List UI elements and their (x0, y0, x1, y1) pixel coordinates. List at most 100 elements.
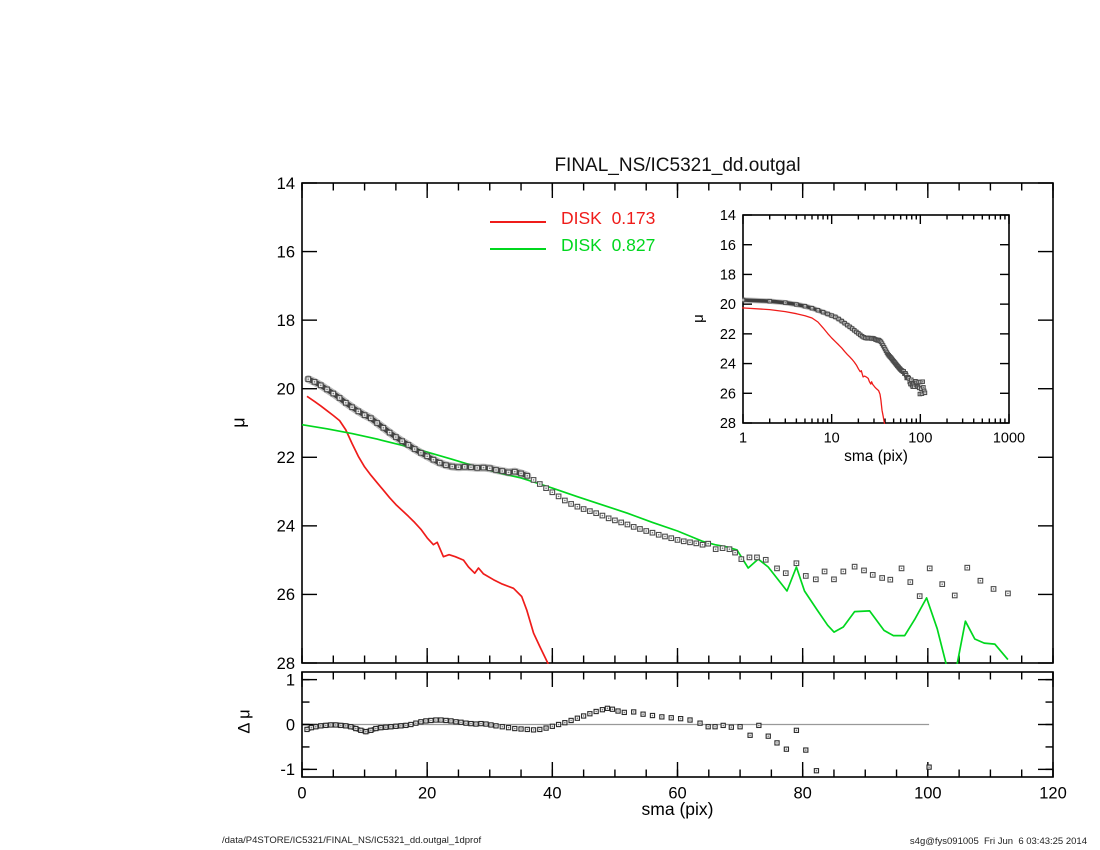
data-point-dot (582, 508, 585, 510)
data-point-dot (815, 769, 818, 772)
data-point-dot (707, 542, 709, 545)
data-point-dot (632, 711, 635, 713)
data-point-dot (642, 713, 644, 715)
data-point-dot (992, 588, 995, 590)
inset-log-tick-labels: 14 16 18 20 22 24 26 281 10 100 1000 (720, 208, 1025, 446)
data-point-dot (475, 723, 477, 725)
y-tick-label: -1 (280, 761, 295, 779)
data-point-dot (623, 711, 626, 714)
data-point-dot (707, 725, 709, 728)
data-point-dot (811, 307, 813, 309)
y-tick-label: 16 (277, 243, 295, 261)
data-point-dot (532, 479, 535, 481)
data-point-dot (340, 724, 342, 727)
legend-label-disk1: DISK 0.173 (561, 208, 656, 228)
data-point-dot (457, 466, 460, 469)
data-point-dot (924, 392, 926, 394)
data-point-dot (689, 541, 691, 544)
data-point-dot (360, 729, 362, 732)
data-point-dot (426, 455, 428, 458)
data-point-dot (539, 483, 541, 485)
data-point-dot (601, 514, 604, 517)
data-point-dot (921, 392, 923, 395)
data-point-dot (470, 466, 472, 469)
data-point-dot (564, 721, 566, 724)
data-point-dot (326, 388, 328, 391)
data-point-dot (306, 728, 308, 731)
data-point-dot (551, 491, 554, 494)
data-point-dot (319, 725, 322, 727)
data-point-dot (507, 726, 510, 729)
data-point-dot (435, 719, 437, 721)
data-point-dot (840, 320, 843, 322)
data-point-dot (324, 724, 327, 727)
data-point-dot (413, 448, 416, 450)
data-point-dot (1007, 592, 1009, 595)
data-point-dot (913, 385, 915, 388)
data-point-dot (576, 505, 579, 508)
data-point-dot (748, 556, 751, 559)
data-point-dot (768, 300, 771, 302)
x-tick-label: 1000 (993, 431, 1025, 447)
data-point-dot (375, 727, 377, 730)
data-point-dot (589, 712, 591, 715)
model-line-disk-0.173 (306, 395, 550, 664)
data-point-dot (350, 725, 352, 728)
data-point-dot (513, 470, 516, 473)
data-point-dot (463, 466, 466, 468)
data-point-dot (557, 495, 560, 498)
data-point-dot (490, 724, 492, 726)
data-point-dot (595, 710, 597, 713)
y-tick-label: 20 (277, 380, 295, 398)
data-point-dot (385, 726, 387, 728)
data-point-dot (614, 519, 616, 522)
data-point-dot (834, 316, 837, 318)
data-point-dot (485, 723, 487, 725)
x-axis-label: sma (pix) (641, 799, 714, 819)
y-tick-label: 16 (720, 238, 736, 254)
data-point-dot (420, 721, 422, 723)
data-point-dot (495, 469, 497, 471)
data-point-dot (909, 581, 912, 583)
data-point-dot (764, 559, 767, 561)
data-point-dot (695, 542, 698, 545)
inset-x-axis-label: sma (pix) (844, 448, 908, 465)
data-point-dot (728, 548, 731, 550)
y-tick-label: 28 (277, 655, 295, 673)
data-point-dot (853, 565, 856, 568)
data-point-dot (657, 533, 660, 536)
data-point-dot (966, 566, 969, 569)
inset-log-panel: 14 16 18 20 22 24 26 281 10 100 1000 (720, 208, 1025, 446)
data-point-dot (689, 719, 691, 721)
data-point-dot (388, 431, 391, 434)
data-point-dot (495, 725, 497, 727)
data-point-dot (438, 461, 441, 464)
data-point-dot (401, 440, 403, 442)
y-tick-label: 18 (720, 268, 736, 284)
y-tick-label: 20 (720, 297, 736, 313)
data-point-dot (451, 465, 454, 468)
data-point-dot (776, 567, 778, 570)
x-tick-label: 80 (793, 785, 811, 803)
data-point-dot (651, 531, 654, 534)
data-point-dot (400, 725, 402, 727)
legend-line-disk1 (490, 221, 546, 223)
data-point-dot (507, 471, 510, 474)
x-tick-label: 100 (914, 785, 942, 803)
plot-title: FINAL_NS/IC5321_dd.outgal (554, 155, 801, 176)
y-tick-label: 26 (720, 386, 736, 402)
data-point-dot (941, 583, 944, 585)
inset-log-data (742, 297, 928, 424)
data-point-dot (742, 299, 744, 301)
data-point-dot (837, 318, 840, 320)
data-point-dot (900, 567, 903, 570)
data-point-dot (758, 724, 760, 727)
data-point-dot (784, 301, 787, 304)
data-point-dot (918, 595, 921, 597)
data-point-dot (365, 730, 367, 733)
data-point-dot (395, 725, 397, 728)
main-y-axis-label: μ (228, 417, 249, 428)
